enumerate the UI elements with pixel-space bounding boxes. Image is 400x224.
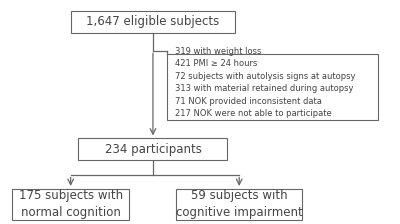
FancyBboxPatch shape (167, 54, 378, 120)
FancyBboxPatch shape (71, 11, 235, 33)
FancyBboxPatch shape (176, 189, 302, 220)
Text: 319 with weight loss
421 PMI ≥ 24 hours
72 subjects with autolysis signs at auto: 319 with weight loss 421 PMI ≥ 24 hours … (174, 47, 355, 118)
FancyBboxPatch shape (78, 138, 228, 160)
Text: 234 participants: 234 participants (104, 143, 201, 156)
Text: 175 subjects with
normal cognition: 175 subjects with normal cognition (18, 189, 123, 219)
Text: 1,647 eligible subjects: 1,647 eligible subjects (86, 15, 220, 28)
Text: 59 subjects with
cognitive impairment: 59 subjects with cognitive impairment (176, 189, 302, 219)
FancyBboxPatch shape (12, 189, 130, 220)
